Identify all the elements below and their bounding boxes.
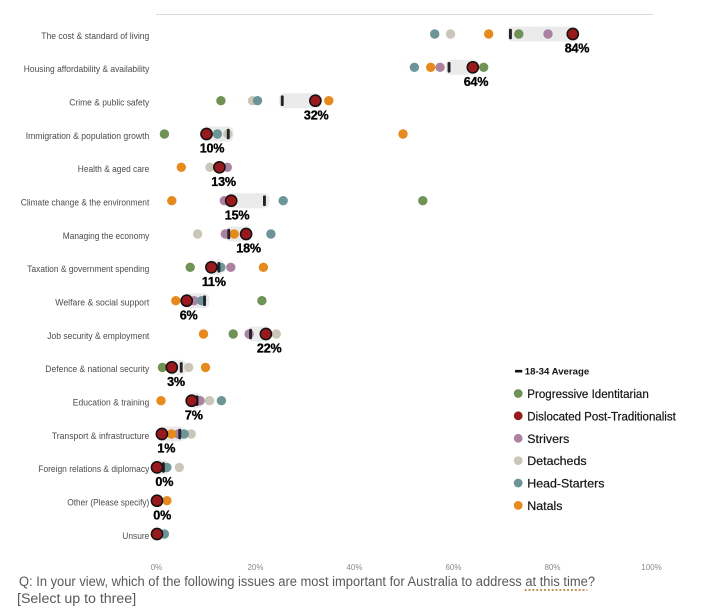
svg-text:Climate change & the environme: Climate change & the environment [21,198,150,208]
svg-text:Transport & infrastructure: Transport & infrastructure [52,431,150,441]
svg-text:0%: 0% [153,508,171,522]
svg-text:Unsure: Unsure [122,531,149,541]
svg-text:Job security & employment: Job security & employment [47,331,150,341]
svg-text:Natals: Natals [527,499,562,513]
svg-text:7%: 7% [185,408,203,422]
svg-text:6%: 6% [180,308,198,322]
svg-text:13%: 13% [211,175,236,189]
svg-text:20%: 20% [247,563,263,572]
svg-text:64%: 64% [464,75,489,89]
svg-text:Detacheds: Detacheds [527,454,586,468]
svg-text:84%: 84% [565,42,590,56]
svg-text:0%: 0% [155,475,173,489]
svg-text:Dislocated Post-Traditionalist: Dislocated Post-Traditionalist [527,409,676,423]
svg-text:0%: 0% [151,563,163,572]
svg-text:Health & aged care: Health & aged care [78,164,150,174]
svg-text:Managing the economy: Managing the economy [63,231,150,241]
svg-text:18-34 Average: 18-34 Average [525,367,589,378]
svg-text:Defence & national security: Defence & national security [45,364,150,374]
svg-text:18%: 18% [236,242,261,256]
svg-text:Head-Starters: Head-Starters [527,477,604,491]
svg-text:Education & training: Education & training [73,398,150,408]
svg-text:Progressive Identitarian: Progressive Identitarian [527,387,649,401]
svg-text:1%: 1% [157,442,175,456]
svg-text:Housing affordability & availa: Housing affordability & availability [24,64,150,74]
svg-text:22%: 22% [257,342,282,356]
svg-text:10%: 10% [200,142,225,156]
svg-text:32%: 32% [304,108,329,122]
svg-text:Strivers: Strivers [527,432,569,446]
svg-text:Welfare & social support: Welfare & social support [55,298,150,308]
svg-text:The cost & standard of living: The cost & standard of living [41,31,149,41]
svg-text:100%: 100% [641,563,661,572]
svg-text:Crime & public safety: Crime & public safety [69,98,150,108]
svg-text:40%: 40% [346,563,362,572]
svg-text:Other (Please specify): Other (Please specify) [67,498,149,508]
svg-text:11%: 11% [202,275,226,289]
svg-text:80%: 80% [544,563,560,572]
svg-text:60%: 60% [445,563,461,572]
svg-text:Immigration & population growt: Immigration & population growth [26,131,150,141]
svg-text:Foreign relations & diplomacy: Foreign relations & diplomacy [38,464,150,474]
svg-text:15%: 15% [225,208,250,222]
svg-text:3%: 3% [167,375,185,389]
svg-text:Taxation & government spending: Taxation & government spending [27,264,149,274]
